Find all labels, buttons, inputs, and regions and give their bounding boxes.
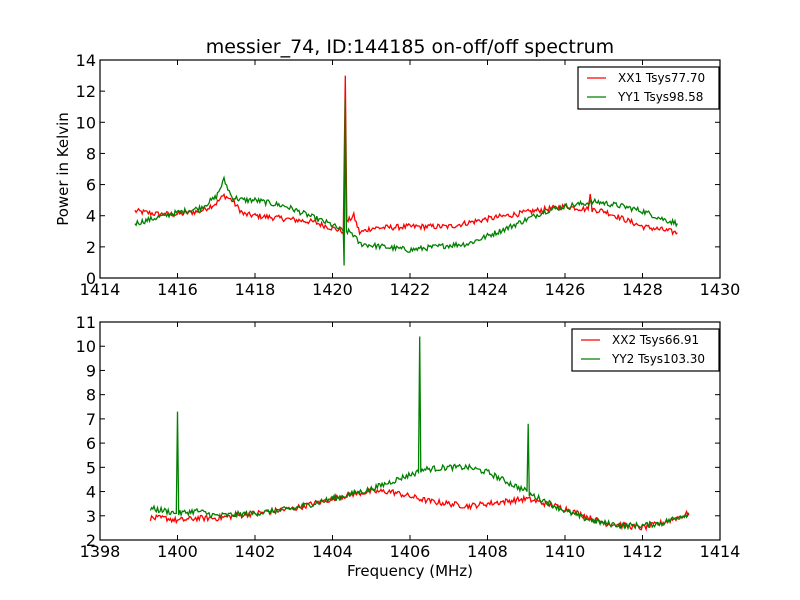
y-tick-label: 10 [76, 113, 96, 132]
y-tick-label: 3 [86, 507, 96, 526]
x-axis-label: Frequency (MHz) [347, 562, 473, 580]
chart-title: messier_74, ID:144185 on-off/off spectru… [206, 36, 614, 58]
y-tick-label: 12 [76, 82, 96, 101]
x-tick-label: 1420 [312, 280, 353, 299]
x-tick-label: 1430 [700, 280, 741, 299]
series-line-yy2 [149, 336, 690, 531]
y-tick-label: 4 [86, 207, 96, 226]
x-tick-label: 1404 [312, 542, 353, 561]
y-tick-label: 14 [76, 51, 96, 70]
x-tick-label: 1418 [235, 280, 276, 299]
y-tick-label: 8 [86, 144, 96, 163]
x-tick-label: 1412 [622, 542, 663, 561]
legend-label: YY2 Tsys103.30 [611, 352, 705, 366]
x-tick-label: 1400 [157, 542, 198, 561]
top-panel: 1414 1416 1418 1420 1422 1424 1426 1428 1430 0 2 4 6… [76, 51, 741, 299]
x-tick-label: 1414 [80, 280, 121, 299]
x-tick-label: 1406 [390, 542, 431, 561]
series-line-xx2 [149, 487, 690, 532]
x-tick-label: 1422 [390, 280, 431, 299]
x-tick-label: 1424 [467, 280, 508, 299]
x-tick-label: 1410 [545, 542, 586, 561]
legend: XX2 Tsys66.91 YY2 Tsys103.30 [571, 328, 720, 372]
y-tick-label: 7 [86, 410, 96, 429]
y-tick-label: 5 [86, 458, 96, 477]
x-tick-label: 1416 [157, 280, 198, 299]
x-tick-label: 1414 [700, 542, 741, 561]
legend-label: XX1 Tsys77.70 [618, 71, 705, 85]
x-tick-label: 1428 [622, 280, 663, 299]
legend-label: XX2 Tsys66.91 [612, 333, 699, 347]
x-tick-label: 1408 [467, 542, 508, 561]
legend-label: YY1 Tsys98.58 [617, 90, 703, 104]
y-tick-label: 6 [86, 434, 96, 453]
y-tick-label: 4 [86, 483, 96, 502]
legend: XX1 Tsys77.70 YY1 Tsys98.58 [577, 66, 720, 110]
y-tick-label: 11 [76, 313, 96, 332]
y-tick-label: 6 [86, 176, 96, 195]
y-tick-label: 2 [86, 531, 96, 550]
y-tick-label: 0 [86, 269, 96, 288]
y-tick-label: 9 [86, 361, 96, 380]
bottom-panel: 1398 1400 1402 1404 1406 1408 1410 1412 1414 2 3 4 5… [76, 313, 741, 561]
series-line-yy1 [134, 98, 678, 266]
series-line-xx1 [134, 75, 678, 236]
y-tick-label: 2 [86, 238, 96, 257]
y-tick-label: 10 [76, 337, 96, 356]
y-axis-label: Power in Kelvin [54, 112, 72, 226]
x-tick-label: 1398 [80, 542, 121, 561]
x-tick-label: 1426 [545, 280, 586, 299]
y-tick-label: 8 [86, 386, 96, 405]
x-tick-label: 1402 [235, 542, 276, 561]
